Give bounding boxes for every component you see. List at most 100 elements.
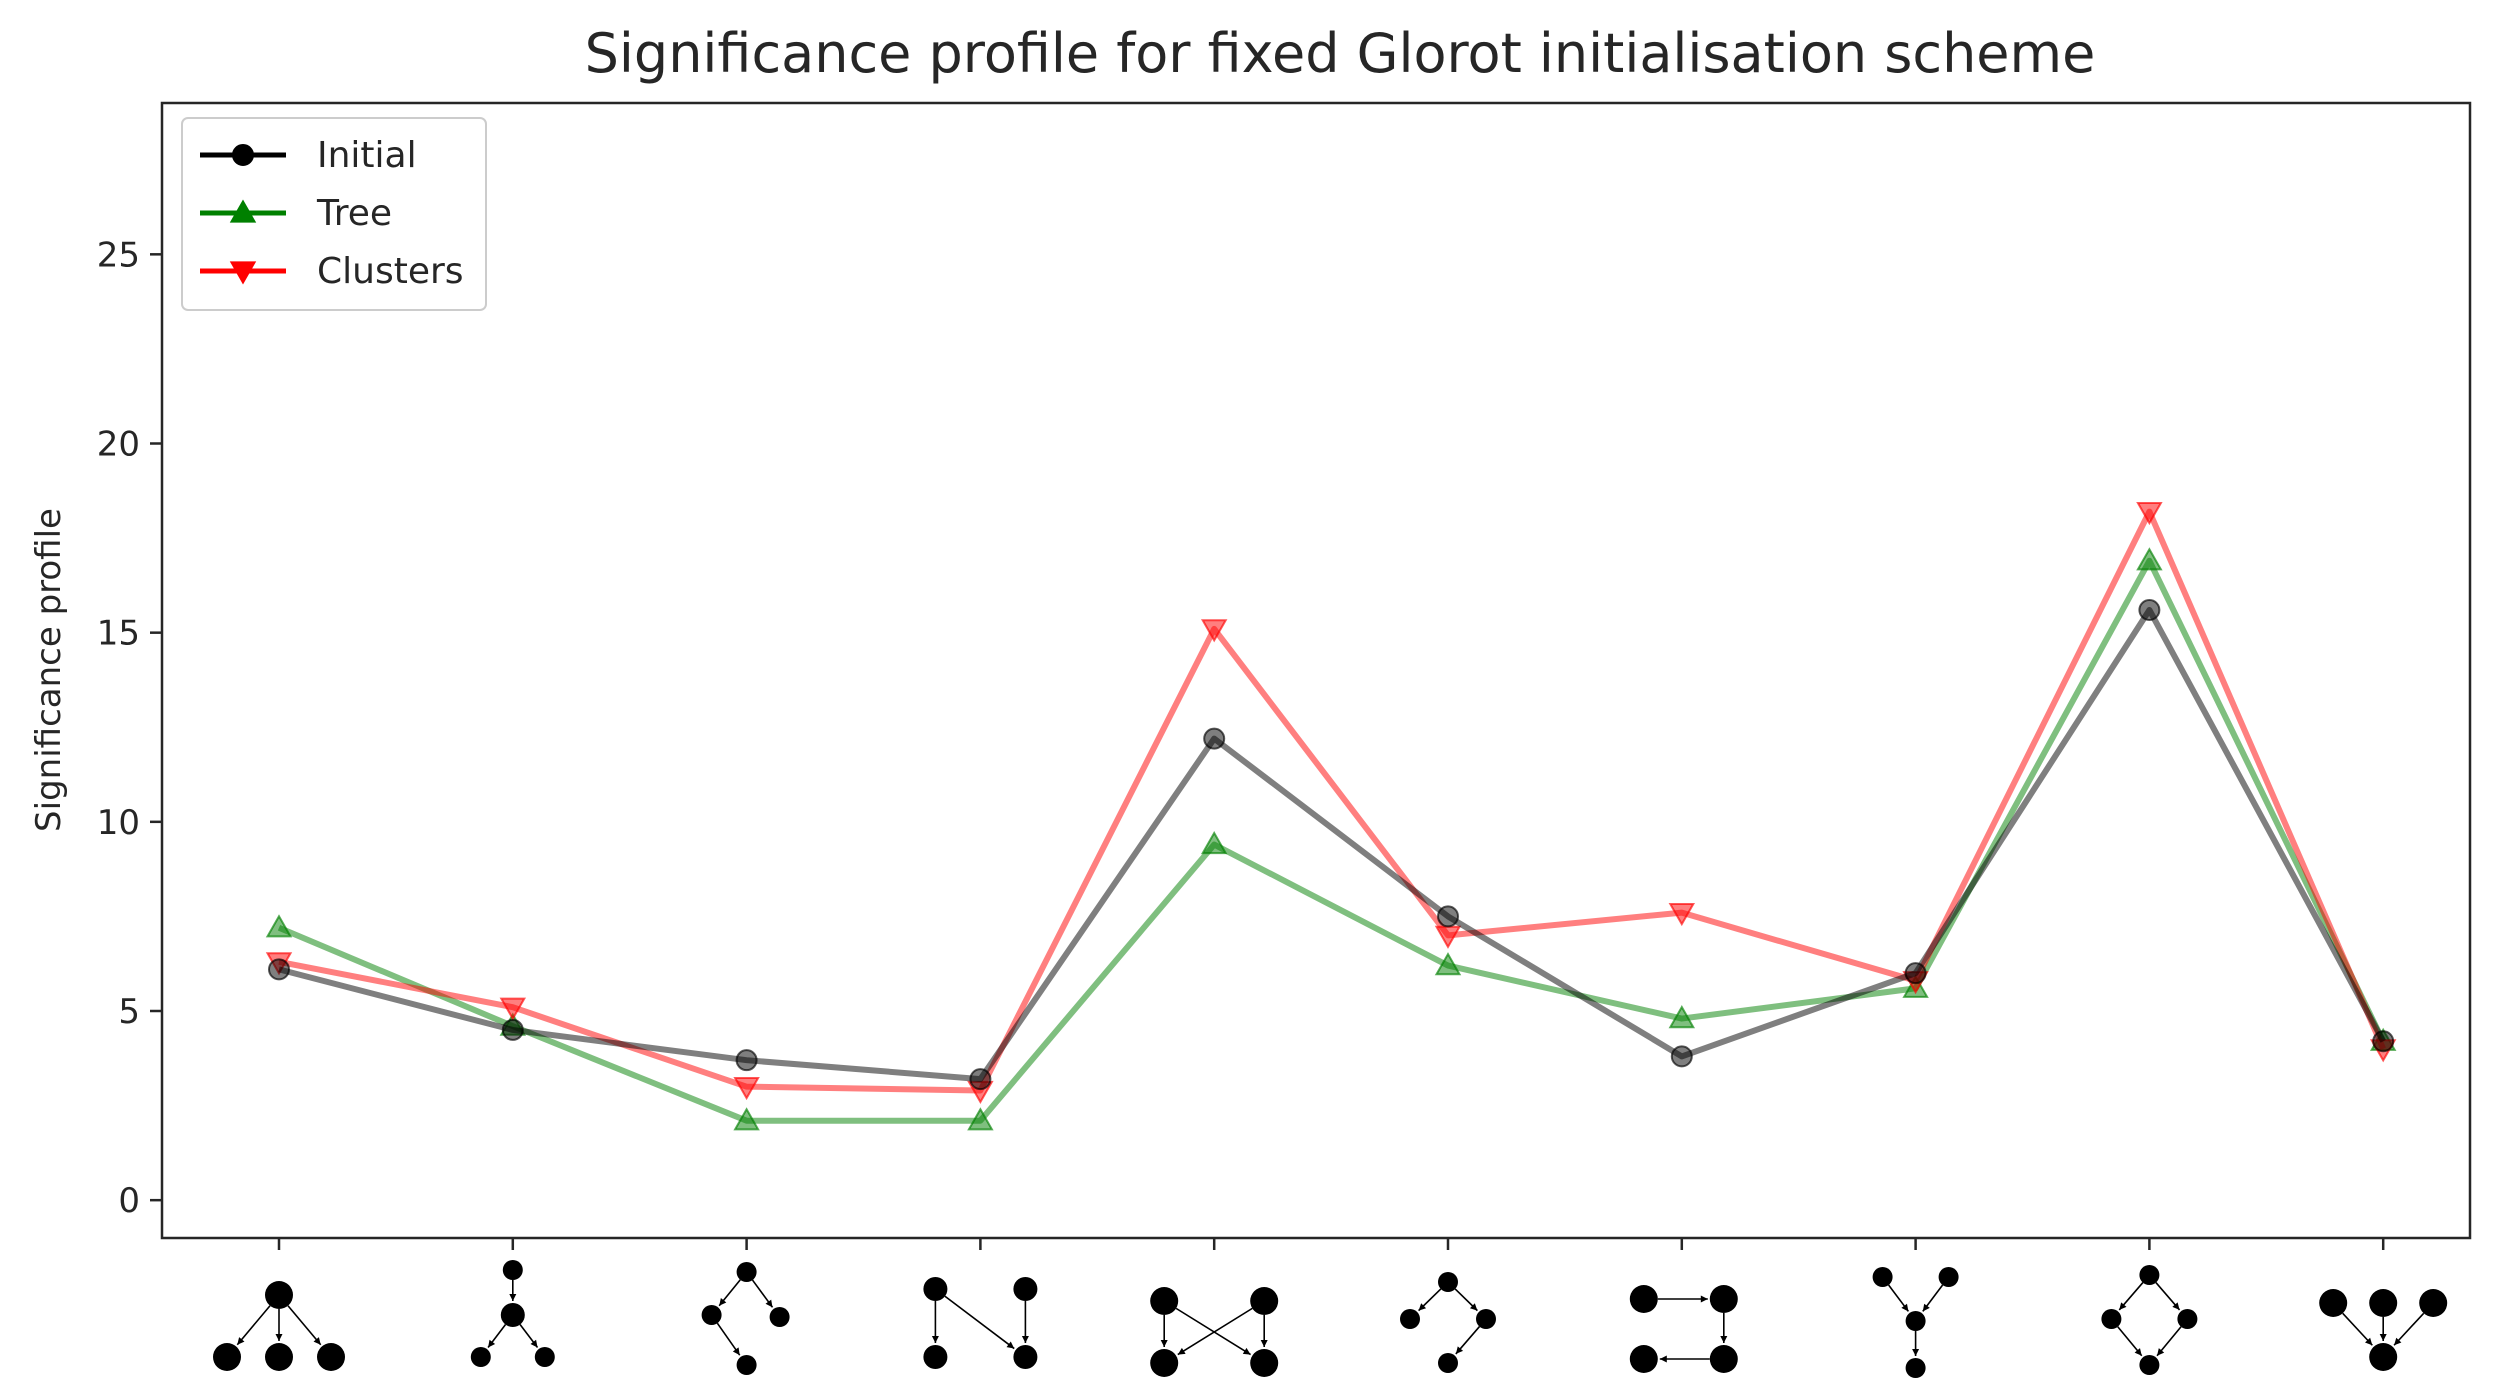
motif-node xyxy=(2101,1309,2122,1329)
motif-node xyxy=(502,1260,523,1280)
motif-icon-3 xyxy=(701,1262,790,1375)
motif-arrowhead xyxy=(719,1298,727,1306)
motif-node xyxy=(1709,1345,1738,1373)
motif-arrowhead xyxy=(2379,1334,2387,1341)
motif-node xyxy=(2369,1343,2398,1371)
motif-arrowhead xyxy=(2134,1348,2142,1356)
data-point-initial xyxy=(1670,1045,1693,1068)
motif-node xyxy=(1938,1267,1959,1287)
data-point-initial xyxy=(501,1018,524,1041)
motif-edge xyxy=(236,1305,271,1346)
y-tick-label: 0 xyxy=(118,1181,140,1221)
motif-node xyxy=(1872,1267,1893,1287)
data-point-tree xyxy=(265,914,293,938)
legend-marker-clusters xyxy=(229,261,257,285)
series-tree xyxy=(265,547,2397,1131)
data-point-tree xyxy=(1668,1005,1696,1029)
motif-node xyxy=(1629,1285,1658,1313)
motif-arrowhead xyxy=(1242,1347,1251,1355)
motif-edge xyxy=(1177,1307,1253,1356)
legend[interactable]: Initial Tree Clusters xyxy=(181,117,487,311)
motif-node xyxy=(2319,1289,2348,1317)
motif-arrowhead xyxy=(1260,1340,1268,1347)
y-axis-label: Significance profile xyxy=(29,508,69,832)
motif-node xyxy=(1438,1353,1458,1373)
motif-arrowhead xyxy=(313,1337,321,1345)
y-tick-label: 20 xyxy=(97,425,140,465)
data-point-initial xyxy=(1904,962,1927,985)
data-point-clusters xyxy=(1200,619,1228,643)
motif-node xyxy=(1250,1287,1279,1315)
motif-node xyxy=(534,1347,555,1367)
motif-node xyxy=(2177,1309,2198,1329)
data-point-initial xyxy=(268,958,290,981)
data-point-clusters xyxy=(499,997,527,1021)
series-initial xyxy=(268,598,2395,1091)
motif-icon-10 xyxy=(2319,1289,2448,1371)
motif-arrowhead xyxy=(931,1336,939,1343)
motif-arrowhead xyxy=(2394,1337,2402,1346)
series-layer xyxy=(265,501,2397,1131)
chart-title: Significance profile for fixed Glorot in… xyxy=(585,22,2096,85)
motif-arrowhead xyxy=(488,1339,496,1348)
motif-edge xyxy=(2393,1312,2425,1346)
legend-marker-tree xyxy=(229,199,257,223)
y-tick-label: 10 xyxy=(97,803,140,843)
motif-arrowhead xyxy=(1912,1349,1920,1356)
motif-icon-1 xyxy=(213,1281,345,1371)
motif-arrowhead xyxy=(1455,1346,1464,1354)
data-point-tree xyxy=(1434,952,1462,976)
motif-node xyxy=(1150,1287,1179,1315)
motif-node xyxy=(923,1345,948,1369)
motif-node xyxy=(1013,1345,1038,1369)
motif-node xyxy=(736,1355,757,1375)
data-point-tree xyxy=(733,1107,760,1131)
motif-node xyxy=(701,1305,722,1325)
motif-edge xyxy=(2342,1312,2373,1346)
motif-arrowhead xyxy=(1160,1340,1168,1347)
motif-arrowhead xyxy=(2157,1348,2165,1356)
y-tick-label: 15 xyxy=(97,614,140,654)
motif-arrowhead xyxy=(1021,1336,1029,1343)
legend-box xyxy=(181,117,487,311)
legend-label-clusters: Clusters xyxy=(317,251,464,292)
motif-node xyxy=(265,1281,293,1309)
data-point-initial xyxy=(2372,1030,2395,1053)
motif-node xyxy=(1150,1349,1179,1377)
motif-icon-5 xyxy=(1150,1287,1279,1377)
motif-arrowhead xyxy=(509,1294,517,1301)
motif-node xyxy=(736,1262,757,1282)
legend-label-initial: Initial xyxy=(317,135,417,176)
motif-arrowhead xyxy=(1659,1355,1667,1363)
legend-item-clusters: Clusters xyxy=(200,251,464,292)
legend-item-tree: Tree xyxy=(200,193,392,234)
data-point-tree xyxy=(2136,547,2163,571)
motif-node xyxy=(500,1303,525,1327)
motif-node xyxy=(1629,1345,1658,1373)
motif-node xyxy=(2419,1289,2448,1317)
data-point-initial xyxy=(2138,598,2161,621)
motif-node xyxy=(923,1277,948,1301)
motif-arrowhead xyxy=(1177,1347,1186,1355)
series-line-tree xyxy=(277,557,2386,1124)
data-point-initial xyxy=(969,1068,992,1091)
y-axis: 0 5 10 15 20 25 xyxy=(97,235,162,1221)
motif-arrowhead xyxy=(2119,1302,2127,1310)
data-point-initial xyxy=(735,1049,758,1072)
data-point-clusters xyxy=(1668,903,1696,927)
data-point-initial xyxy=(1437,905,1459,928)
motif-edge xyxy=(1175,1307,1252,1356)
data-point-clusters xyxy=(2136,501,2163,526)
motif-arrowhead xyxy=(2172,1302,2180,1310)
motif-edge xyxy=(944,1295,1015,1350)
motif-arrowhead xyxy=(2365,1337,2373,1346)
motif-node xyxy=(213,1343,241,1371)
legend-item-initial: Initial xyxy=(200,135,417,176)
motif-node xyxy=(1013,1277,1038,1301)
data-point-clusters xyxy=(733,1077,760,1101)
motif-node xyxy=(1438,1272,1458,1292)
motif-icon-6 xyxy=(1400,1272,1496,1373)
motif-arrowhead xyxy=(237,1337,245,1345)
motif-icon-9 xyxy=(2101,1265,2198,1375)
